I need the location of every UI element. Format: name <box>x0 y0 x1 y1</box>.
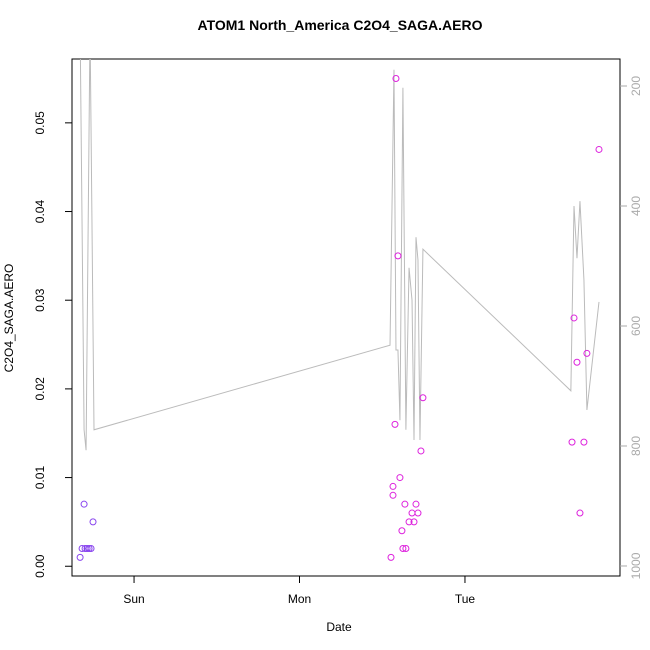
point <box>394 252 402 260</box>
point <box>419 394 427 402</box>
point <box>76 553 84 561</box>
point <box>412 500 420 508</box>
point <box>87 545 95 553</box>
point <box>573 358 581 366</box>
y2-tick-label: 600 <box>629 316 643 336</box>
point <box>595 145 603 153</box>
point <box>401 500 409 508</box>
point <box>417 447 425 455</box>
y-tick-label: 0.02 <box>33 377 47 401</box>
point <box>568 438 576 446</box>
y2-tick-label: 1000 <box>629 552 643 579</box>
point <box>408 509 416 517</box>
x-tick-label: Tue <box>455 592 476 606</box>
y-tick-label: 0.05 <box>33 111 47 135</box>
point <box>396 474 404 482</box>
point <box>576 509 584 517</box>
point <box>402 545 410 553</box>
x-axis-label: Date <box>326 620 352 634</box>
y2-tick-label: 200 <box>629 76 643 96</box>
y-tick-label: 0.01 <box>33 466 47 490</box>
point <box>398 527 406 535</box>
y-tick-label: 0.00 <box>33 554 47 578</box>
point <box>410 518 418 526</box>
x-tick-label: Mon <box>288 592 311 606</box>
line <box>79 59 600 451</box>
point <box>89 518 97 526</box>
point <box>405 518 413 526</box>
point <box>570 314 578 322</box>
point <box>389 482 397 490</box>
y2-tick-label: 400 <box>629 196 643 216</box>
point <box>414 509 422 517</box>
x-tick-label: Sun <box>123 592 144 606</box>
point <box>387 553 395 561</box>
chart-title: ATOM1 North_America C2O4_SAGA.AERO <box>198 17 483 33</box>
point <box>391 420 399 428</box>
y-tick-label: 0.03 <box>33 288 47 312</box>
y2-tick-label: 800 <box>629 436 643 456</box>
y-axis-label: C2O4_SAGA.AERO <box>2 264 16 373</box>
y-tick-label: 0.04 <box>33 200 47 224</box>
point <box>83 545 91 553</box>
point <box>399 545 407 553</box>
point <box>78 545 86 553</box>
point <box>583 349 591 357</box>
point <box>580 438 588 446</box>
point <box>80 500 88 508</box>
point <box>389 491 397 499</box>
plot-area <box>76 59 603 561</box>
plot-box <box>71 58 621 577</box>
point <box>392 75 400 83</box>
point <box>85 545 93 553</box>
